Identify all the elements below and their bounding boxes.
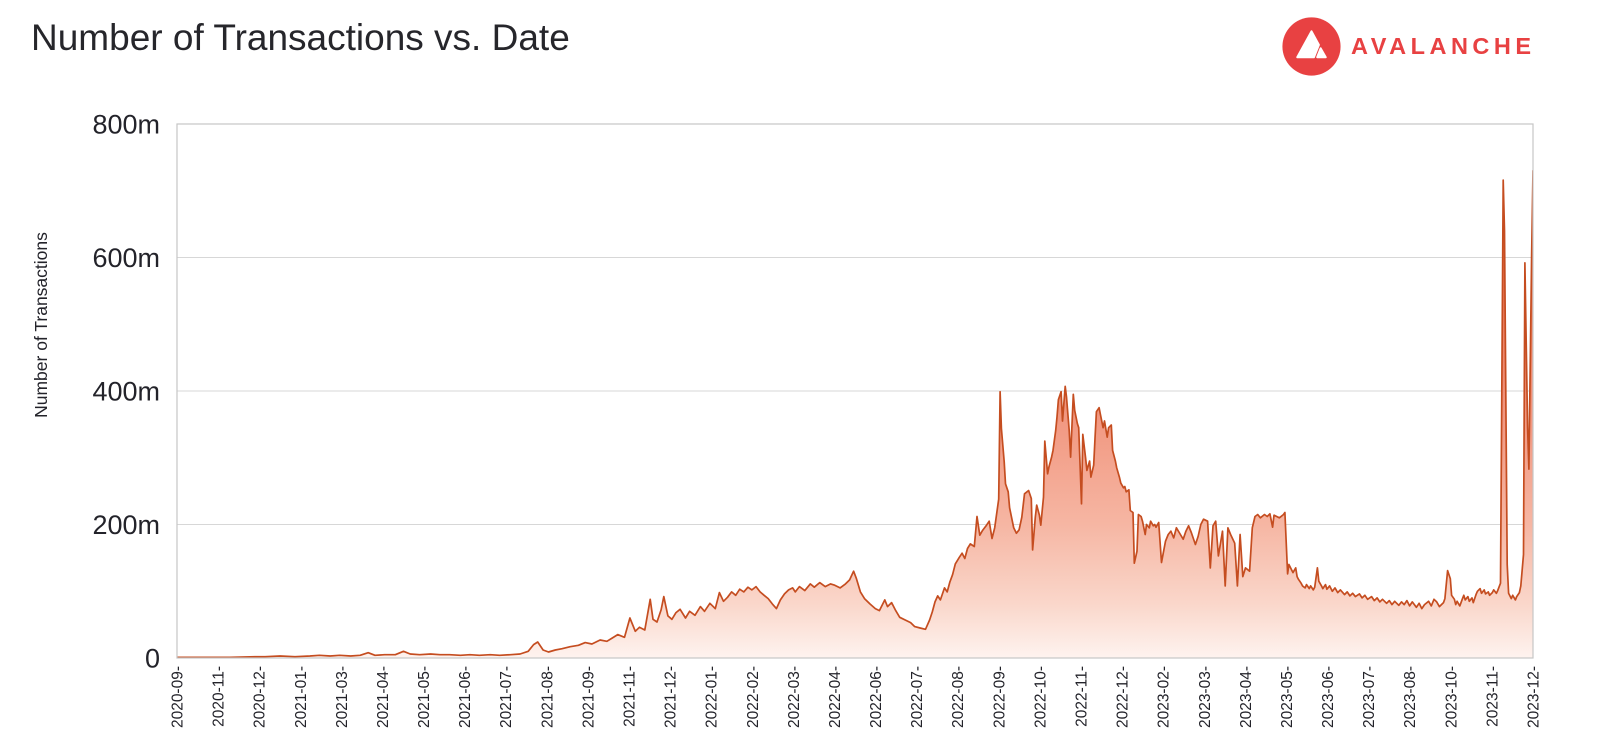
x-tick-label: 2020-12- [252,666,269,728]
x-tick-label: 2022-03- [786,666,803,728]
y-tick-label: 400m [92,377,160,407]
x-tick-label: 2021-06- [457,666,474,728]
x-tick-label: 2022-02- [745,666,762,728]
x-tick-label: 2021-07- [498,666,515,728]
x-tick-label: 2021-03- [334,666,351,728]
x-tick-label: 2022-08- [950,666,967,728]
x-tick-label: 2023-03- [1197,666,1214,728]
x-tick-label: 2020-11- [211,666,228,727]
y-tick-label: 0 [145,644,160,674]
avalanche-wordmark: AVALANCHE [1351,33,1536,59]
x-tick-label: 2022-04- [827,666,844,728]
x-tick-label: 2021-05- [416,666,433,728]
x-tick-label: 2022-11- [1074,666,1091,727]
x-tick-label: 2023-02- [1156,666,1173,728]
x-tick-label: 2023-11- [1484,666,1501,727]
x-tick-label: 2023-05- [1279,666,1296,728]
x-tick-label: 2021-12- [663,666,680,728]
x-tick-label: 2021-08- [539,666,556,728]
x-tick-label: 2022-09- [991,666,1008,728]
x-tick-label: 2021-11- [622,666,639,727]
y-tick-label: 600m [92,243,160,273]
x-tick-label: 2023-04- [1238,666,1255,728]
avalanche-mark-icon [1282,17,1341,76]
x-tick-label: 2023-12- [1526,666,1543,728]
x-tick-label: 2021-01- [293,666,310,728]
x-tick-label: 2020-09- [170,666,187,728]
x-tick-label: 2022-06- [868,666,885,728]
x-tick-label: 2022-01- [704,666,721,728]
x-tick-label: 2022-07- [909,666,926,728]
avalanche-logo: AVALANCHE [1281,16,1536,77]
x-tick-label: 2023-06- [1320,666,1337,728]
page-title: Number of Transactions vs. Date [31,17,570,58]
x-tick-label: 2023-08- [1402,666,1419,728]
x-tick-label: 2022-10- [1032,666,1049,728]
y-axis-title: Number of Transactions [31,232,51,418]
x-tick-label: 2023-10- [1443,666,1460,728]
x-tick-label: 2022-12- [1115,666,1132,728]
x-tick-label: 2023-07- [1361,666,1378,728]
x-tick-label: 2021-09- [580,666,597,728]
y-tick-label: 800m [92,110,160,140]
x-tick-label: 2021-04- [375,666,392,728]
y-tick-label: 200m [92,510,160,540]
